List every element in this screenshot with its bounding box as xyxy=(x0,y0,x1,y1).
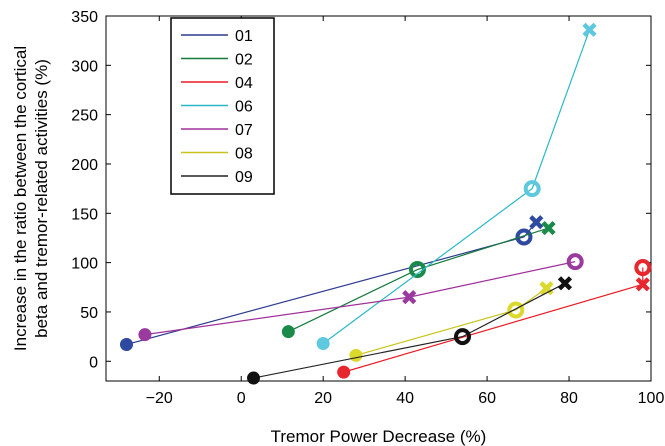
legend-label: 02 xyxy=(235,52,253,69)
y-tick-label: 0 xyxy=(89,354,98,371)
cross-stroke xyxy=(582,22,597,37)
legend-label: 08 xyxy=(235,146,253,163)
legend-label: 09 xyxy=(235,169,253,186)
plot-frame xyxy=(105,15,652,382)
data-point-ring xyxy=(507,301,525,319)
legend: 01 02 04 06 07 08 09 xyxy=(170,17,275,195)
data-point-filled xyxy=(138,328,152,342)
y-tick-label: 50 xyxy=(80,305,98,322)
y-axis-label-line-2: beta and tremor-related activities (%) xyxy=(32,59,51,338)
x-tick-label: 60 xyxy=(478,390,496,407)
data-point-filled xyxy=(247,371,261,385)
data-point-ring xyxy=(566,253,584,271)
y-tick-label: 350 xyxy=(71,9,98,26)
data-point-ring xyxy=(634,259,652,277)
cross-stroke xyxy=(402,290,417,305)
data-point-cross xyxy=(539,281,554,296)
x-tick-label: 80 xyxy=(560,390,578,407)
data-point-cross xyxy=(541,221,556,236)
x-tick-label: 0 xyxy=(237,390,246,407)
data-point-filled xyxy=(349,348,363,362)
x-tick-label: 20 xyxy=(314,390,332,407)
series-line xyxy=(288,227,549,333)
data-point-ring xyxy=(515,228,533,246)
series-line xyxy=(355,287,547,356)
data-point-filled xyxy=(281,325,295,339)
legend-label: 01 xyxy=(235,28,253,45)
y-tick-label: 250 xyxy=(71,108,98,125)
data-point-cross xyxy=(402,290,417,305)
plot-border xyxy=(105,15,652,382)
data-point-ring xyxy=(523,180,541,198)
data-point-cross xyxy=(635,277,650,292)
series-layer xyxy=(119,22,652,385)
data-point-cross xyxy=(582,22,597,37)
cross-stroke xyxy=(635,277,650,292)
data-point-cross xyxy=(529,215,544,230)
series-04 xyxy=(337,259,652,379)
y-tick-label: 200 xyxy=(71,157,98,174)
cross-stroke xyxy=(539,281,554,296)
y-axis-label-line-1: Increase in the ratio between the cortic… xyxy=(11,46,30,351)
y-tick-label: 100 xyxy=(71,256,98,273)
series-line xyxy=(322,29,591,344)
cross-stroke xyxy=(541,221,556,236)
x-axis-label: Tremor Power Decrease (%) xyxy=(271,427,487,446)
data-point-ring xyxy=(454,328,472,346)
series-08 xyxy=(349,281,554,362)
legend-label: 06 xyxy=(235,99,253,116)
data-point-filled xyxy=(316,337,330,351)
data-point-filled xyxy=(337,365,351,379)
y-tick-label: 300 xyxy=(71,58,98,75)
x-tick-label: 100 xyxy=(638,390,665,407)
data-point-filled xyxy=(119,338,133,351)
series-07 xyxy=(138,253,584,342)
cross-stroke xyxy=(557,276,573,291)
series-09 xyxy=(247,276,573,385)
x-tick-label: 40 xyxy=(396,390,414,407)
x-tick-label: −20 xyxy=(146,390,173,407)
legend-label: 04 xyxy=(235,75,253,92)
series-01 xyxy=(119,215,544,351)
series-line xyxy=(253,282,566,379)
series-06 xyxy=(316,22,597,351)
y-tick-label: 150 xyxy=(71,206,98,223)
series-02 xyxy=(281,221,556,339)
data-point-cross xyxy=(557,276,573,291)
cross-stroke xyxy=(529,215,544,230)
legend-label: 07 xyxy=(235,122,253,139)
